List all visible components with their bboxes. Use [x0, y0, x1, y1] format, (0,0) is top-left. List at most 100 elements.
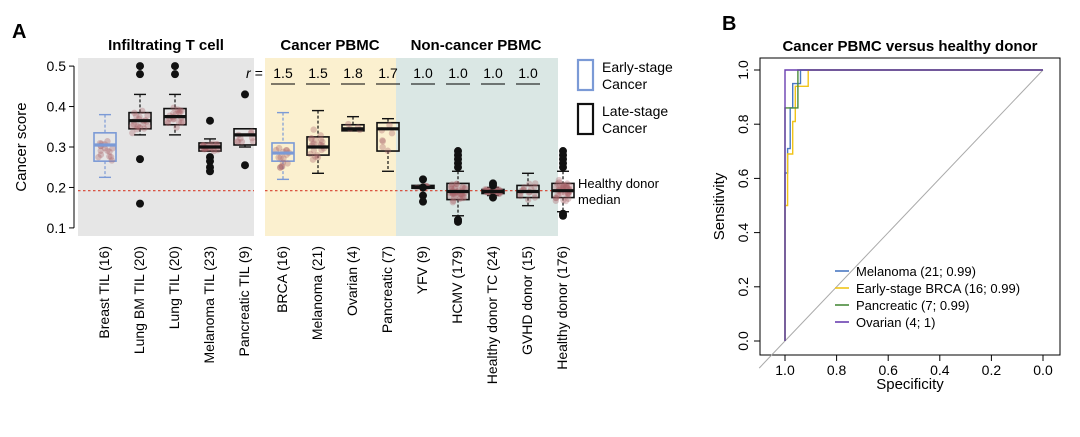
- box-iqr: [376, 121, 400, 152]
- box-yfv-9-: [411, 175, 435, 206]
- data-point: [555, 192, 562, 200]
- data-point: [308, 135, 315, 142]
- x-category-label: BRCA (16): [274, 246, 290, 313]
- outlier-point: [241, 161, 249, 170]
- data-point: [144, 123, 152, 130]
- data-point: [130, 121, 137, 128]
- data-point: [447, 184, 455, 191]
- outlier-point: [559, 211, 567, 220]
- outlier-point: [559, 163, 567, 172]
- roc-curve-early-stage: [784, 69, 1043, 341]
- data-point: [131, 109, 138, 117]
- outlier-point: [419, 175, 427, 184]
- data-point: [107, 153, 115, 161]
- panel-a-label: A: [12, 21, 26, 43]
- y-tick-label: 0.8: [735, 114, 751, 134]
- data-point: [279, 163, 286, 170]
- data-point: [565, 195, 572, 202]
- x-axis-title: Specificity: [876, 376, 944, 393]
- data-point: [312, 153, 319, 160]
- data-point: [456, 194, 464, 202]
- data-point: [275, 154, 282, 161]
- data-point: [134, 123, 141, 130]
- x-category-label: Breast TIL (16): [96, 246, 112, 339]
- outlier-point: [136, 62, 144, 71]
- data-point: [526, 180, 533, 188]
- data-point: [277, 164, 284, 171]
- data-point: [451, 185, 458, 192]
- data-point: [317, 136, 325, 144]
- data-point: [179, 118, 187, 126]
- y-axis-title: Cancer score: [13, 102, 30, 191]
- data-point: [552, 194, 560, 202]
- data-point: [554, 191, 561, 198]
- data-point: [140, 125, 148, 132]
- box-lung-til-20-: [163, 62, 187, 136]
- box-pancreatic-7-: [376, 117, 400, 172]
- data-point: [104, 138, 111, 145]
- data-point: [133, 112, 140, 119]
- data-point: [552, 197, 560, 204]
- data-point: [176, 109, 183, 116]
- r-value-label: 1.0: [483, 65, 503, 81]
- y-tick-label: 0.5: [47, 58, 67, 74]
- data-point: [109, 145, 116, 152]
- panel-b-label: B: [722, 13, 736, 35]
- data-point: [532, 180, 539, 187]
- box-healthy-donor-176-: [551, 147, 575, 220]
- x-category-label: GVHD donor (15): [519, 246, 535, 355]
- data-point: [108, 157, 116, 164]
- data-point: [97, 151, 105, 158]
- data-point: [520, 184, 528, 191]
- data-point: [97, 147, 104, 154]
- data-point: [210, 147, 218, 155]
- data-point: [175, 118, 183, 125]
- outlier-point: [171, 70, 179, 79]
- panel-a-boxplot-chart: A Infiltrating T cell Cancer PBMC Non-cance…: [12, 21, 673, 384]
- outlier-point: [419, 183, 427, 192]
- data-point: [173, 124, 180, 131]
- r-value-label: 1.8: [343, 65, 363, 81]
- data-point: [144, 112, 151, 119]
- outlier-point: [206, 167, 214, 176]
- til-background: [78, 58, 254, 236]
- data-point: [447, 192, 454, 200]
- plot-frame: [759, 57, 1061, 356]
- data-point: [452, 183, 459, 191]
- outlier-point: [136, 70, 144, 79]
- outlier-point: [454, 163, 462, 172]
- legend-swatch: [576, 58, 595, 92]
- r-value-label: 1.0: [413, 65, 433, 81]
- outlier-point: [419, 191, 427, 200]
- data-point: [210, 140, 217, 147]
- data-point: [133, 126, 140, 133]
- data-point: [136, 113, 143, 121]
- y-tick-label: 0.1: [47, 220, 67, 236]
- x-tick-label: 0.4: [930, 362, 950, 378]
- data-point: [136, 124, 144, 131]
- data-point: [129, 129, 136, 137]
- y-tick-label: 0.0: [735, 331, 751, 351]
- r-prefix-label: r =: [246, 65, 263, 81]
- outlier-point: [171, 62, 179, 71]
- data-point: [379, 137, 386, 144]
- chart-title: Cancer PBMC versus healthy donor: [782, 38, 1037, 55]
- data-point: [128, 122, 136, 130]
- outlier-point: [206, 116, 214, 125]
- box-gvhd-donor-15-: [516, 172, 540, 207]
- legend-label: Late-stage: [602, 103, 668, 119]
- legend-label: Early-stage BRCA (16; 0.99): [856, 281, 1020, 296]
- x-tick-label: 0.0: [1033, 362, 1053, 378]
- data-point: [317, 132, 324, 139]
- box-iqr: [233, 127, 257, 146]
- y-tick-label: 0.2: [47, 179, 67, 195]
- box-hcmv-179-: [446, 147, 470, 226]
- data-point: [310, 140, 318, 147]
- data-point: [564, 180, 571, 187]
- data-point: [552, 183, 560, 191]
- x-category-label: YFV (9): [414, 246, 430, 294]
- data-point: [164, 119, 172, 127]
- x-tick-label: 0.2: [982, 362, 1002, 378]
- data-point: [531, 183, 538, 191]
